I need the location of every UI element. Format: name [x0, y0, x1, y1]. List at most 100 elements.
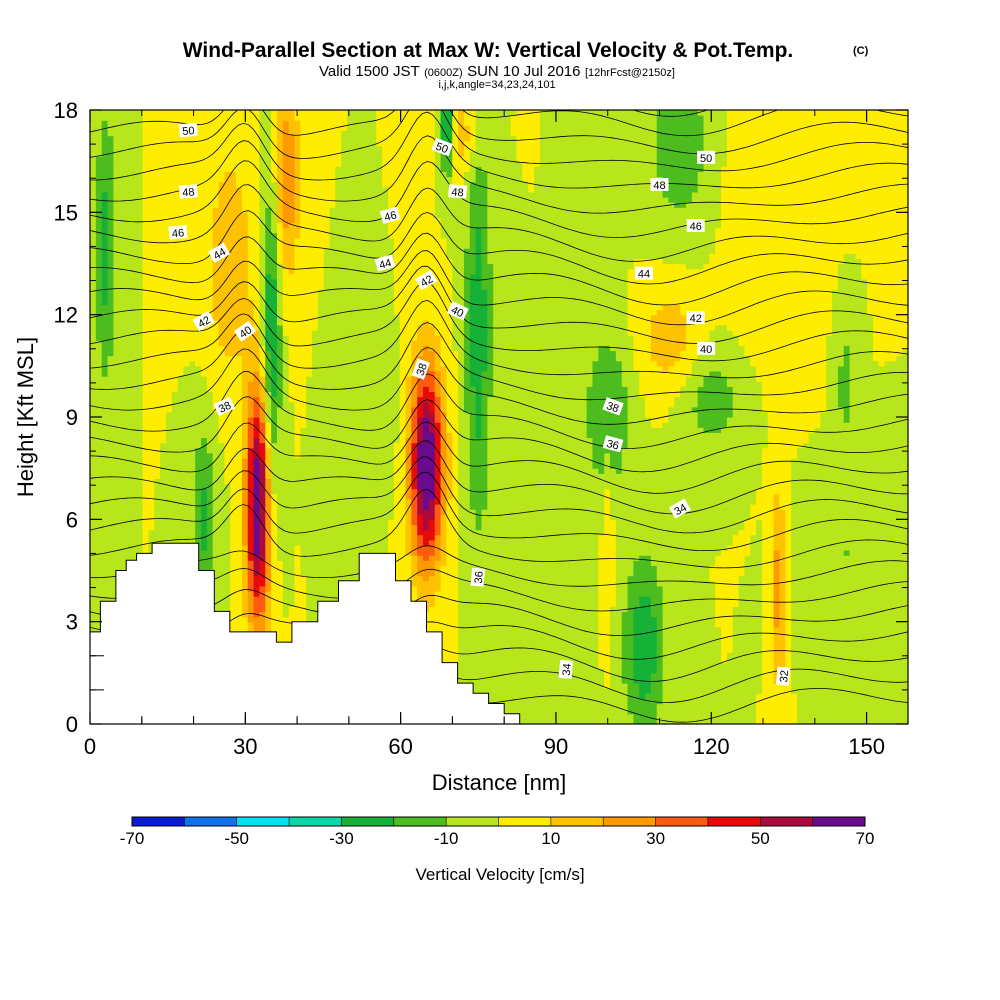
velocity-cell [703, 140, 728, 147]
velocity-cell [481, 381, 494, 387]
velocity-cell [452, 683, 605, 689]
velocity-cell [300, 202, 336, 208]
velocity-cell [785, 555, 792, 561]
velocity-cell [259, 130, 272, 137]
velocity-cell [212, 314, 255, 321]
velocity-cell [662, 642, 722, 648]
velocity-cell [165, 411, 220, 418]
velocity-cell [458, 565, 599, 572]
velocity-cell [113, 222, 144, 229]
velocity-cell [288, 130, 301, 137]
velocity-cell [440, 391, 448, 398]
velocity-cell [428, 417, 436, 423]
velocity-cell [300, 196, 336, 203]
velocity-cell [761, 463, 792, 469]
velocity-cell [282, 299, 319, 306]
contour-label-bg [446, 301, 469, 321]
velocity-cell [434, 355, 442, 362]
velocity-cell [785, 544, 792, 551]
contour-labels: 5048464442403850484644424038504846444240… [168, 122, 791, 686]
velocity-cell [650, 596, 664, 602]
velocity-cell [615, 519, 745, 526]
velocity-cell [341, 140, 377, 147]
velocity-cell [288, 345, 313, 352]
velocity-cell [458, 370, 465, 377]
velocity-cell [113, 186, 144, 193]
velocity-cell [872, 319, 908, 326]
velocity-cell [259, 140, 272, 147]
velocity-cell [469, 289, 488, 295]
velocity-cell [662, 631, 722, 638]
velocity-cell [721, 186, 908, 193]
theta-contour [90, 396, 908, 473]
contour-label: 44 [208, 242, 231, 263]
velocity-cell [218, 417, 243, 423]
velocity-cell [253, 401, 261, 408]
velocity-cell [276, 406, 296, 413]
velocity-cell [253, 585, 261, 592]
velocity-cell [849, 411, 908, 418]
contour-label-text: 34 [561, 663, 574, 676]
velocity-cell [715, 232, 908, 239]
velocity-cell [271, 406, 278, 413]
velocity-cell [761, 544, 775, 551]
velocity-cell [440, 232, 471, 239]
velocity-cell [452, 289, 465, 295]
velocity-cell [463, 314, 471, 321]
velocity-cell [218, 437, 243, 444]
velocity-cell [253, 601, 266, 607]
velocity-cell [417, 432, 424, 439]
velocity-cell [417, 335, 442, 341]
velocity-cell [142, 120, 261, 126]
velocity-cell [446, 519, 459, 526]
velocity-cell [434, 488, 442, 495]
velocity-cell [142, 432, 167, 439]
velocity-cell [95, 196, 103, 203]
velocity-cell [224, 345, 261, 352]
velocity-cell [90, 473, 144, 479]
velocity-cell [253, 314, 261, 321]
velocity-cell [662, 677, 763, 684]
velocity-cell [405, 503, 412, 510]
velocity-cell [791, 662, 908, 669]
velocity-cell [387, 212, 436, 219]
velocity-cell [300, 452, 395, 459]
velocity-cell [598, 534, 617, 541]
velocity-cell [276, 232, 284, 239]
velocity-cell [610, 626, 623, 633]
velocity-cell [458, 631, 599, 638]
velocity-cell [101, 217, 109, 224]
velocity-cell [417, 529, 436, 536]
velocity-cell [469, 166, 477, 172]
velocity-cell [469, 376, 483, 382]
velocity-cell [90, 309, 97, 316]
velocity-cell [294, 217, 301, 224]
velocity-cell [282, 217, 296, 224]
velocity-cell [411, 560, 418, 566]
velocity-cell [697, 176, 722, 183]
velocity-cell [282, 253, 296, 259]
velocity-cell [434, 417, 442, 423]
velocity-cell [662, 616, 716, 623]
velocity-cell [744, 519, 757, 526]
velocity-cell [428, 422, 436, 428]
velocity-cell [434, 324, 453, 331]
velocity-cell [440, 575, 459, 582]
velocity-cell [417, 478, 436, 485]
velocity-cell [680, 391, 699, 398]
velocity-cell [458, 411, 471, 418]
velocity-cell [95, 289, 103, 295]
velocity-cell [247, 611, 255, 618]
velocity-cell [656, 708, 757, 715]
velocity-cell [791, 621, 908, 628]
velocity-cell [247, 437, 255, 444]
velocity-cell [738, 340, 827, 346]
velocity-cell [90, 207, 97, 213]
velocity-cell [446, 447, 453, 454]
velocity-cell [253, 483, 261, 490]
velocity-cell [393, 442, 407, 449]
velocity-cell [411, 417, 418, 423]
velocity-cell [276, 309, 284, 316]
velocity-cell [90, 222, 97, 229]
velocity-cell [610, 662, 623, 669]
